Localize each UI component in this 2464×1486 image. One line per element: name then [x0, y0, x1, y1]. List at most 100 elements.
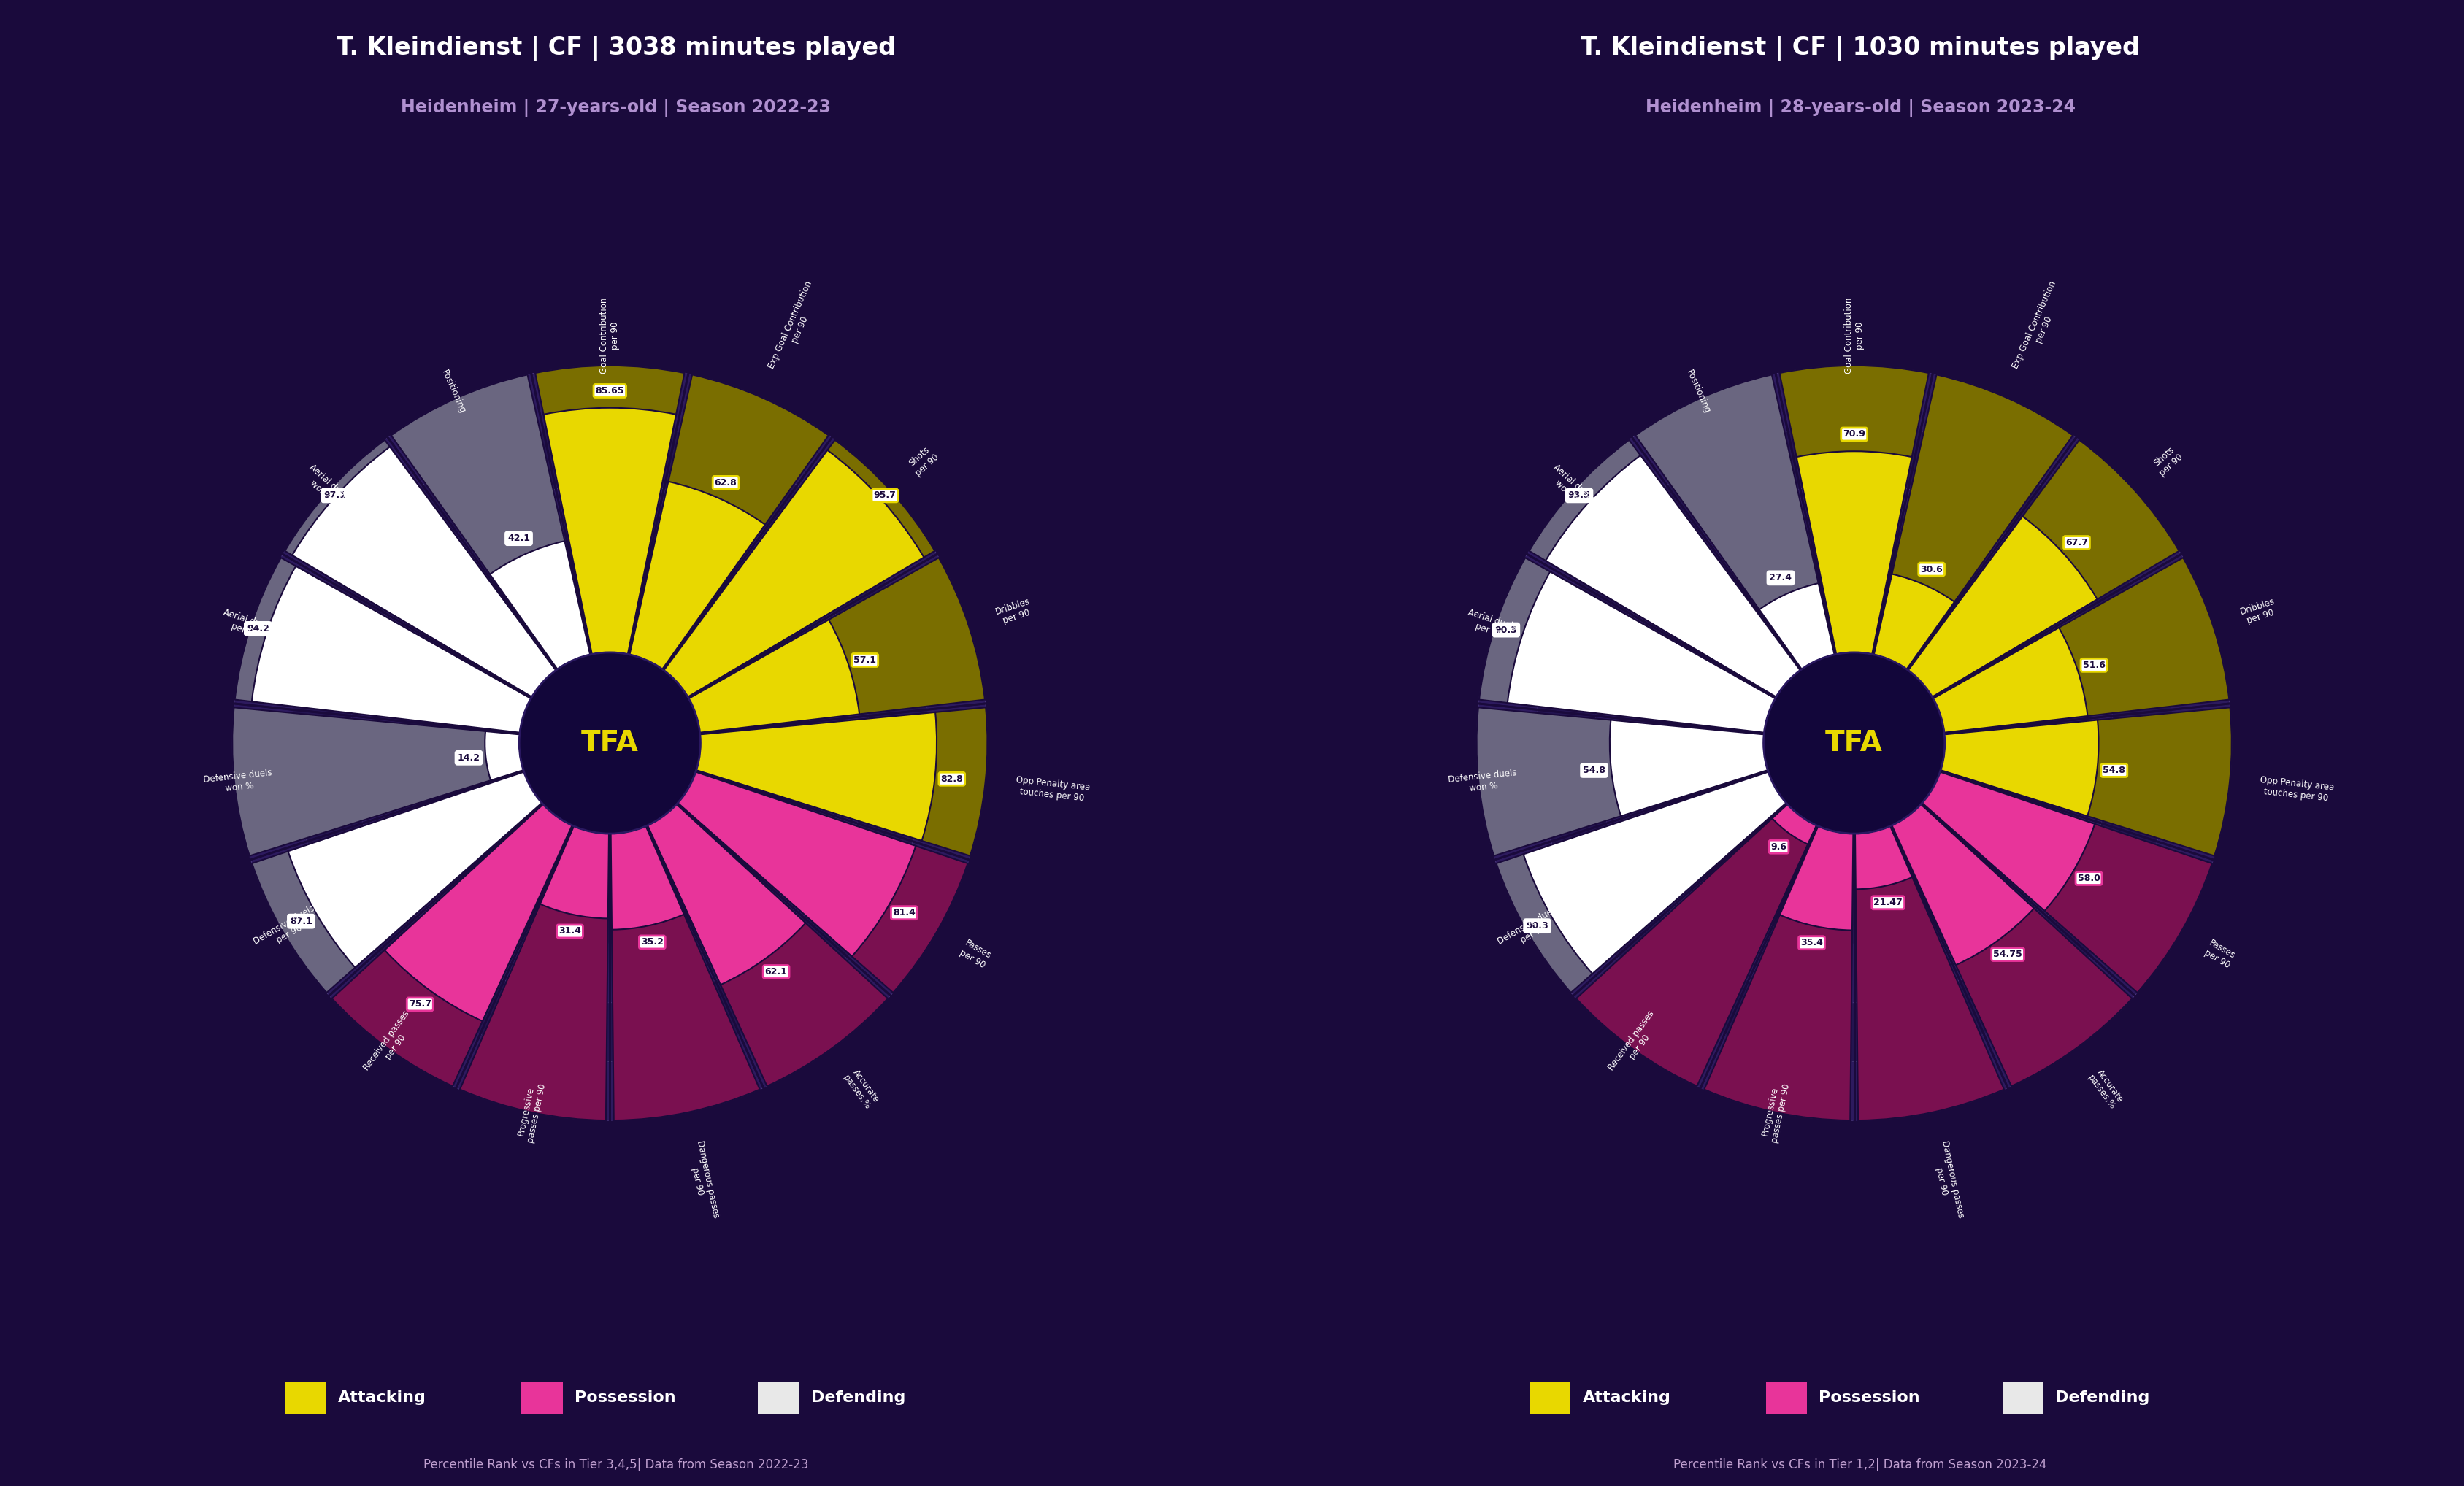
Wedge shape	[1545, 455, 1804, 701]
Text: 54.8: 54.8	[1582, 765, 1607, 776]
Wedge shape	[251, 770, 547, 993]
Text: Defending: Defending	[2055, 1391, 2151, 1406]
Wedge shape	[1796, 452, 1912, 661]
Wedge shape	[545, 407, 675, 661]
Wedge shape	[1759, 583, 1836, 675]
Wedge shape	[683, 557, 986, 734]
Wedge shape	[234, 557, 537, 734]
Circle shape	[350, 483, 870, 1003]
Wedge shape	[1577, 799, 1818, 1086]
Text: TFA: TFA	[582, 730, 638, 756]
Text: 62.1: 62.1	[764, 967, 788, 976]
Text: T. Kleindienst | CF | 1030 minutes played: T. Kleindienst | CF | 1030 minutes playe…	[1582, 36, 2139, 61]
Text: Goal Contribution
per 90: Goal Contribution per 90	[599, 297, 621, 373]
Wedge shape	[673, 770, 968, 993]
Text: 93.5: 93.5	[1567, 490, 1589, 501]
Text: 58.0: 58.0	[2077, 874, 2099, 883]
Wedge shape	[690, 707, 988, 856]
Text: Progressive
passes per 90: Progressive passes per 90	[1759, 1080, 1791, 1144]
Text: Received passes
per 90: Received passes per 90	[1607, 1009, 1666, 1079]
Wedge shape	[288, 770, 547, 967]
Text: T. Kleindienst | CF | 3038 minutes played: T. Kleindienst | CF | 3038 minutes playe…	[338, 36, 894, 61]
Text: Defensive duels
won %: Defensive duels won %	[1446, 768, 1518, 796]
FancyBboxPatch shape	[2003, 1382, 2043, 1415]
Text: 54.8: 54.8	[2102, 765, 2126, 776]
Wedge shape	[1476, 707, 1774, 856]
FancyBboxPatch shape	[286, 1382, 325, 1415]
Text: Heidenheim | 27-years-old | Season 2022-23: Heidenheim | 27-years-old | Season 2022-…	[402, 98, 830, 117]
Text: 82.8: 82.8	[941, 774, 963, 783]
Wedge shape	[1905, 440, 2178, 701]
Text: Heidenheim | 28-years-old | Season 2023-24: Heidenheim | 28-years-old | Season 2023-…	[1646, 98, 2075, 117]
Text: 90.3: 90.3	[1525, 921, 1547, 930]
Text: Opp Penalty area
touches per 90: Opp Penalty area touches per 90	[1015, 776, 1092, 804]
Text: Aerial duels
won %: Aerial duels won %	[1545, 462, 1597, 511]
Text: Passes
per 90: Passes per 90	[958, 938, 993, 970]
Circle shape	[409, 542, 811, 944]
Text: 85.65: 85.65	[596, 386, 623, 395]
Wedge shape	[232, 707, 530, 856]
Text: 67.7: 67.7	[2065, 538, 2087, 547]
Wedge shape	[1855, 819, 1912, 889]
Text: 97.1: 97.1	[323, 490, 345, 501]
Wedge shape	[611, 819, 759, 1120]
Wedge shape	[611, 819, 685, 930]
Wedge shape	[1855, 819, 2003, 1120]
Wedge shape	[1905, 516, 2097, 701]
Wedge shape	[1772, 799, 1818, 844]
Text: Defensive duels
per 90: Defensive duels per 90	[251, 903, 323, 955]
Text: Progressive
passes per 90: Progressive passes per 90	[515, 1080, 547, 1144]
Text: Shots
per 90: Shots per 90	[907, 444, 941, 478]
Wedge shape	[1890, 799, 2033, 964]
Wedge shape	[1705, 819, 1853, 1120]
Wedge shape	[1917, 770, 2213, 993]
Wedge shape	[690, 712, 936, 841]
Wedge shape	[673, 770, 917, 957]
Circle shape	[1764, 652, 1944, 834]
Circle shape	[1653, 542, 2055, 944]
Wedge shape	[1609, 721, 1774, 816]
Wedge shape	[660, 450, 924, 701]
Text: Accurate
passes,%: Accurate passes,%	[840, 1067, 882, 1112]
Text: 62.8: 62.8	[715, 478, 737, 487]
Wedge shape	[628, 374, 828, 675]
Text: Defending: Defending	[811, 1391, 907, 1406]
Text: 81.4: 81.4	[892, 908, 914, 917]
Text: 75.7: 75.7	[409, 1000, 431, 1009]
Wedge shape	[646, 799, 887, 1086]
Text: Goal Contribution
per 90: Goal Contribution per 90	[1843, 297, 1865, 373]
Text: Passes
per 90: Passes per 90	[2203, 938, 2237, 970]
Text: 54.75: 54.75	[1993, 950, 2023, 958]
Text: Percentile Rank vs CFs in Tier 1,2| Data from Season 2023-24: Percentile Rank vs CFs in Tier 1,2| Data…	[1673, 1458, 2048, 1471]
Text: Exp Goal Contribution
per 90: Exp Goal Contribution per 90	[2011, 279, 2067, 374]
Wedge shape	[485, 731, 530, 780]
Wedge shape	[1496, 770, 1791, 993]
Text: 30.6: 30.6	[1919, 565, 1942, 574]
Text: Defensive duels
per 90: Defensive duels per 90	[1496, 903, 1567, 955]
FancyBboxPatch shape	[1530, 1382, 1570, 1415]
Wedge shape	[1934, 707, 2232, 856]
Circle shape	[1535, 425, 2173, 1061]
Text: Positioning: Positioning	[439, 369, 468, 416]
Text: 9.6: 9.6	[1772, 843, 1786, 851]
Circle shape	[1476, 366, 2232, 1120]
Text: Attacking: Attacking	[1582, 1391, 1671, 1406]
Circle shape	[1594, 483, 2114, 1003]
Text: 51.6: 51.6	[2082, 660, 2104, 670]
Circle shape	[232, 366, 988, 1120]
Text: TFA: TFA	[1826, 730, 1882, 756]
Text: 27.4: 27.4	[1769, 574, 1791, 583]
Circle shape	[520, 652, 700, 834]
Wedge shape	[333, 799, 574, 1086]
Text: 57.1: 57.1	[853, 655, 877, 664]
FancyBboxPatch shape	[1767, 1382, 1806, 1415]
Text: 35.4: 35.4	[1801, 938, 1823, 948]
Text: 31.4: 31.4	[559, 926, 582, 936]
Text: 90.3: 90.3	[1496, 626, 1518, 635]
Circle shape	[291, 425, 929, 1061]
Wedge shape	[660, 440, 934, 701]
Wedge shape	[1927, 627, 2087, 734]
Wedge shape	[628, 481, 766, 675]
Wedge shape	[1779, 819, 1853, 930]
Text: Dangerous passes
per 90: Dangerous passes per 90	[685, 1140, 722, 1221]
